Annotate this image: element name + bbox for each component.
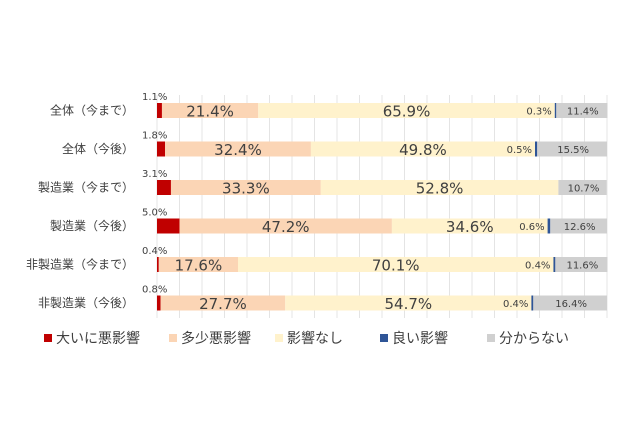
legend-swatch: [275, 334, 283, 342]
bar-segment: [310, 141, 535, 157]
data-label: 49.8%: [399, 141, 447, 159]
data-label: 3.1%: [142, 169, 167, 180]
bar-segment: [179, 218, 392, 234]
data-label: 32.4%: [214, 141, 262, 159]
legend-swatch: [169, 334, 177, 342]
data-label: 27.7%: [199, 295, 247, 313]
data-label: 0.8%: [142, 285, 167, 296]
data-label: 11.4%: [567, 107, 599, 118]
bar-segment: [258, 103, 555, 118]
legend: 大いに悪影響 多少悪影響 影響なし 良い影響 分からない: [44, 330, 569, 347]
category-label: 非製造業（今まで）: [26, 257, 134, 272]
bar-segment: [157, 141, 166, 157]
bar-segment: [554, 103, 557, 118]
legend-swatch: [44, 334, 52, 342]
bar-segment: [160, 295, 286, 311]
data-label: 0.3%: [526, 107, 551, 118]
bar-segment: [537, 141, 607, 157]
bar-segment: [535, 141, 538, 157]
data-label: 54.7%: [384, 295, 432, 313]
data-labels: 1.1% 21.4% 65.9% 0.3% 11.4% 1.8% 32.4% 49.8% 0.5…: [142, 92, 599, 313]
bar-segment: [285, 295, 532, 311]
legend-label: 大いに悪影響: [56, 330, 140, 347]
bar-segment: [157, 218, 180, 234]
data-label: 11.6%: [566, 261, 598, 272]
data-label: 17.6%: [175, 257, 223, 275]
bar-segment: [157, 257, 159, 272]
data-label: 21.4%: [186, 103, 234, 121]
legend-swatch: [487, 334, 495, 342]
bar-segment: [391, 218, 548, 234]
data-label: 15.5%: [557, 145, 589, 156]
bar-segment: [556, 103, 608, 118]
category-label: 非製造業（今後）: [38, 295, 134, 310]
bar-segment: [157, 295, 161, 311]
legend-swatch: [380, 334, 388, 342]
legend-label: 良い影響: [392, 330, 448, 347]
bar-segment: [533, 295, 607, 311]
data-label: 33.3%: [222, 180, 270, 198]
category-labels: 全体（今まで） 全体（今後） 製造業（今まで） 製造業（今後） 非製造業（今まで） 非製造…: [26, 103, 134, 311]
bar-segment: [320, 180, 559, 195]
data-label: 5.0%: [142, 208, 167, 219]
category-label: 製造業（今後）: [50, 218, 134, 233]
data-label: 12.6%: [564, 222, 596, 233]
data-label: 0.4%: [525, 261, 550, 272]
data-label: 47.2%: [262, 218, 310, 236]
category-label: 全体（今まで）: [50, 103, 134, 118]
bar-segment: [165, 141, 311, 157]
legend-label: 多少悪影響: [181, 330, 251, 347]
data-label: 52.8%: [416, 180, 464, 198]
legend-label: 分からない: [499, 331, 569, 347]
bar-segment: [553, 257, 556, 272]
bar-segment: [547, 218, 551, 234]
legend-label: 影響なし: [287, 330, 343, 347]
gridlines: [156, 95, 608, 318]
bar-segment: [558, 180, 607, 195]
data-label: 34.6%: [446, 218, 494, 236]
category-label: 製造業（今まで）: [38, 180, 134, 195]
bar-segment: [158, 257, 238, 272]
bar-segment: [531, 295, 534, 311]
bar-segment: [238, 257, 554, 272]
data-label: 0.4%: [503, 299, 528, 310]
data-label: 65.9%: [383, 103, 431, 121]
category-label: 全体（今後）: [62, 141, 134, 156]
bar-segment: [550, 218, 607, 234]
data-label: 70.1%: [372, 257, 420, 275]
data-label: 0.6%: [519, 222, 544, 233]
bar-segment: [170, 180, 321, 195]
data-label: 10.7%: [568, 184, 600, 195]
bar-segment: [157, 103, 162, 118]
data-label: 0.5%: [507, 145, 532, 156]
bars-layer: [157, 103, 608, 311]
data-label: 1.1%: [142, 92, 167, 103]
bar-segment: [555, 257, 608, 272]
bar-segment: [161, 103, 259, 118]
data-label: 0.4%: [142, 246, 167, 257]
bar-segment: [157, 180, 171, 195]
data-label: 1.8%: [142, 131, 167, 142]
data-label: 16.4%: [555, 299, 587, 310]
